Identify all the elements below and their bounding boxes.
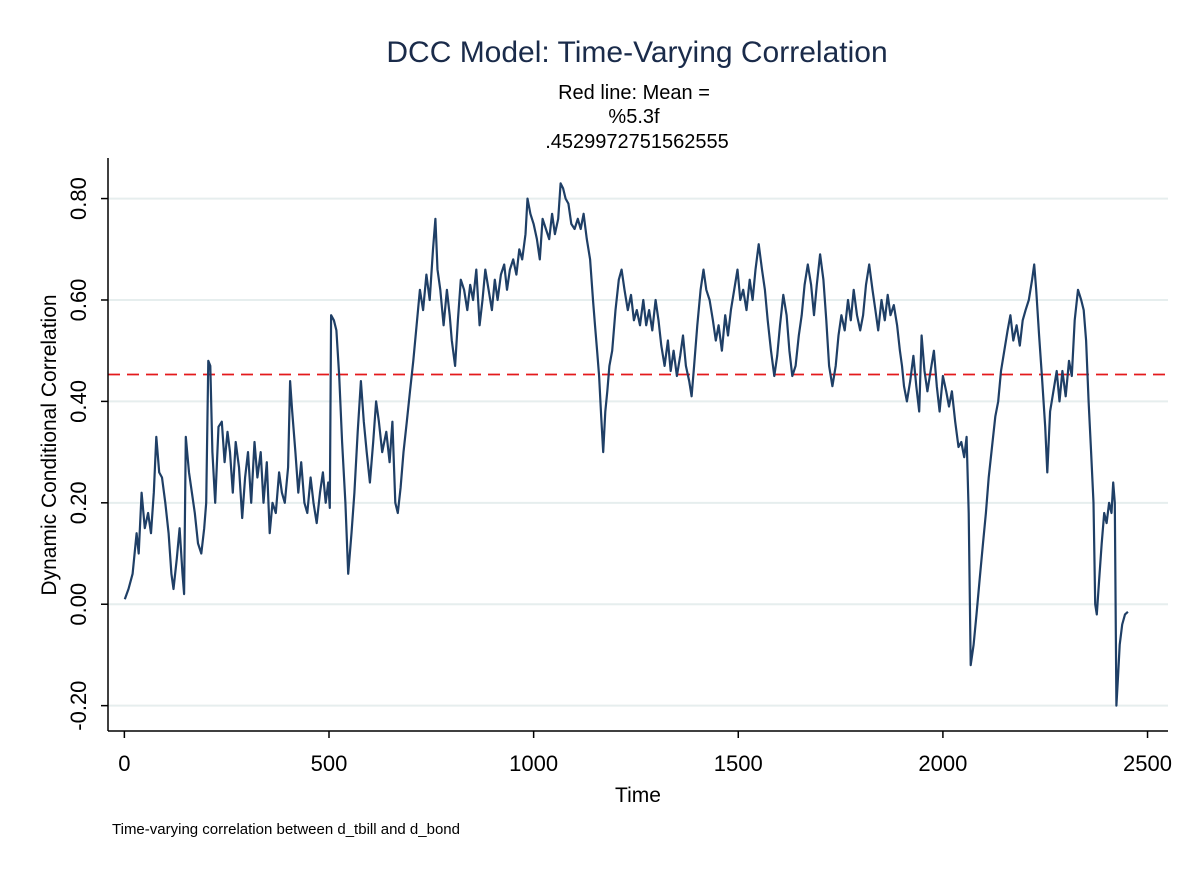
y-tick-label-2: 0.20: [66, 481, 91, 524]
x-tick-label-1: 500: [311, 751, 348, 776]
chart-title: DCC Model: Time-Varying Correlation: [386, 36, 887, 69]
chart-note: Time-varying correlation between d_tbill…: [112, 821, 460, 838]
tick-labels: 0 500 1000 1500 2000 2500 -0.20 0.00 0.20 0.40 0.6…: [66, 177, 1172, 776]
series-line-0: [123, 182, 1129, 707]
x-axis-label: Time: [615, 784, 661, 807]
x-tick-label-3: 1500: [714, 751, 763, 776]
y-tick-label-5: 0.80: [66, 177, 91, 220]
x-tick-label-2: 1000: [509, 751, 558, 776]
grid-lines: [108, 197, 1168, 707]
y-tick-label-4: 0.60: [66, 279, 91, 322]
y-tick-label-0: -0.20: [66, 681, 91, 731]
x-tick-label-5: 2500: [1123, 751, 1172, 776]
chart-subtitle-line-1: Red line: Mean =: [558, 82, 710, 104]
y-axis-label: Dynamic Conditional Correlation: [38, 294, 61, 595]
axes: [107, 158, 1168, 732]
series-layer: [123, 182, 1129, 707]
x-tick-label-4: 2000: [918, 751, 967, 776]
chart-subtitle-line-3: .4529972751562555: [545, 131, 729, 153]
y-tick-label-3: 0.40: [66, 380, 91, 423]
x-tick-label-0: 0: [118, 751, 130, 776]
chart-subtitle-line-2: %5.3f: [608, 106, 660, 128]
y-tick-label-1: 0.00: [66, 583, 91, 626]
